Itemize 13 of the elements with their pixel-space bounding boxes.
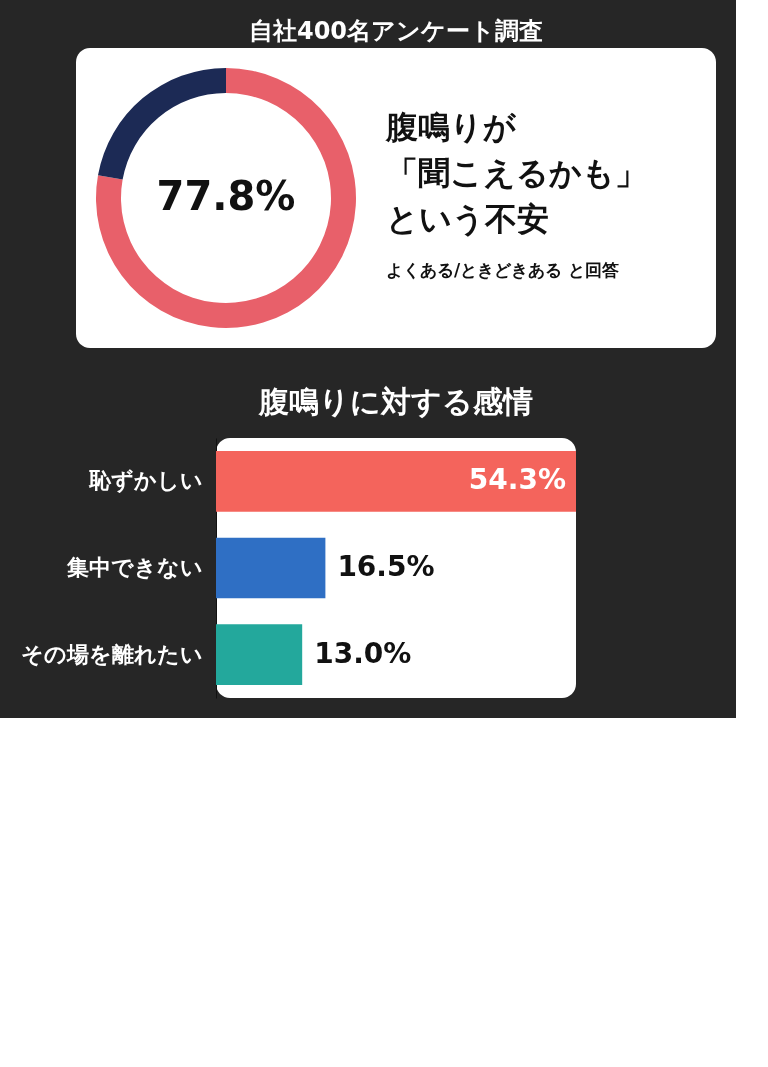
text: よくある/ときどきある と回答 (386, 260, 620, 280)
donut-slice (98, 68, 226, 180)
y-tick-label: その場を離れたい (20, 641, 203, 667)
chart-title: 腹鳴りに対する感情 (258, 384, 533, 419)
data-label: 54.3% (468, 463, 566, 497)
y-tick-label: 恥ずかしい (87, 468, 203, 495)
data-label: 16.5% (337, 550, 435, 583)
data-label: 13.0% (314, 636, 412, 670)
text: 腹鳴りが「聞こえるかも」という不安 (385, 108, 647, 238)
chart-title: 自社400名アンケート調査 (248, 17, 544, 45)
y-tick-label: 集中できない (65, 555, 203, 580)
data-label: 77.8% (156, 173, 296, 219)
donut-slice (96, 68, 356, 328)
